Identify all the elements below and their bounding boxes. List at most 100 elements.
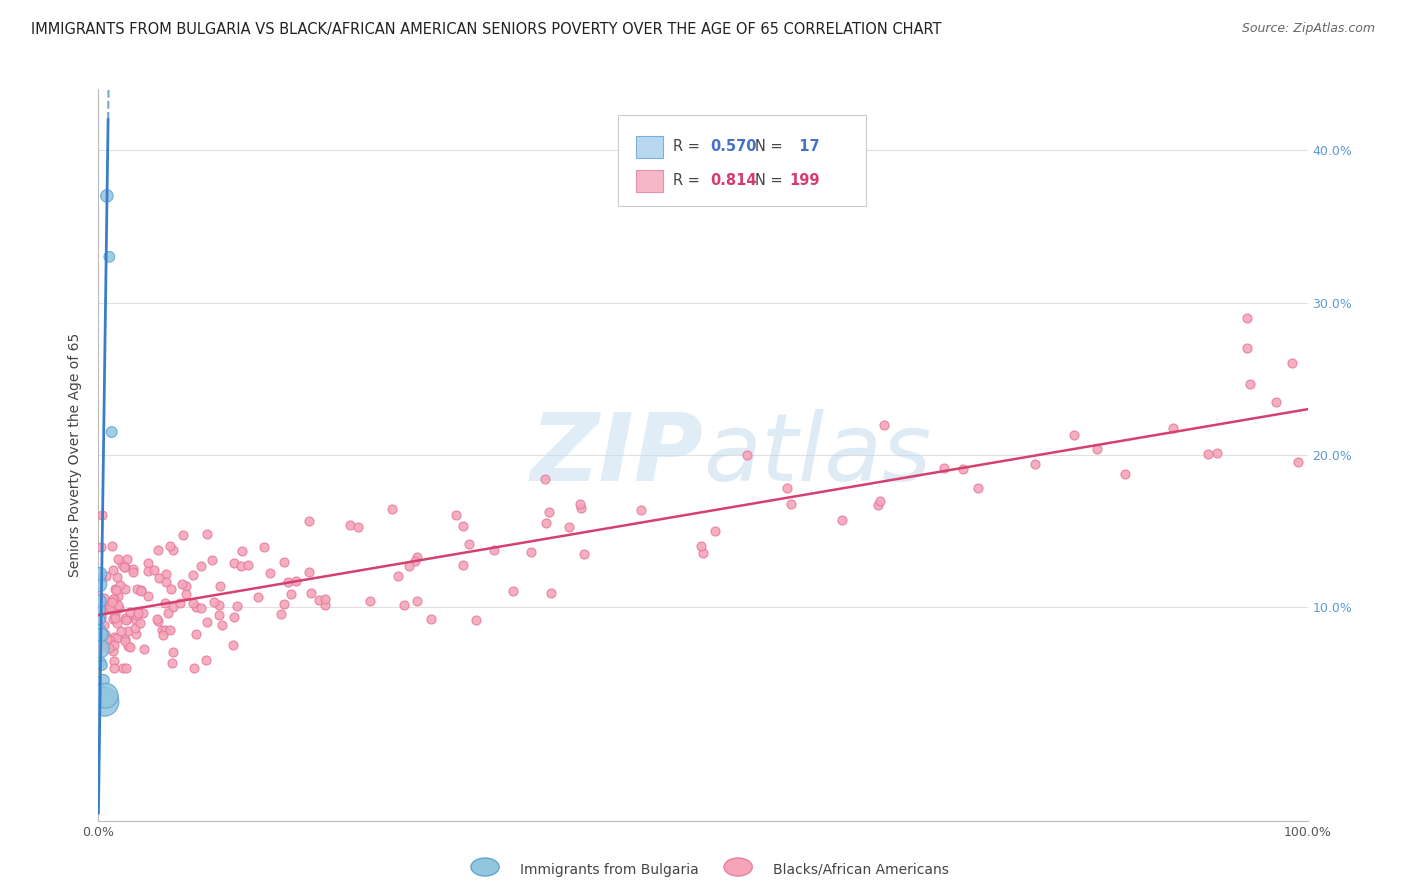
Point bbox=[298, 565, 321, 579]
Point bbox=[114, 582, 136, 596]
Point bbox=[127, 607, 149, 621]
Point bbox=[115, 613, 138, 627]
Point bbox=[110, 624, 132, 639]
Point bbox=[105, 570, 128, 584]
Point bbox=[91, 658, 114, 673]
Point bbox=[458, 537, 481, 551]
Point bbox=[101, 592, 124, 607]
Point bbox=[174, 579, 197, 593]
Point bbox=[110, 577, 132, 591]
Point bbox=[94, 636, 117, 650]
Point bbox=[273, 598, 295, 612]
Point bbox=[1114, 467, 1136, 482]
Point bbox=[155, 567, 177, 582]
Point bbox=[111, 557, 134, 571]
Point bbox=[1236, 310, 1258, 325]
Point bbox=[159, 624, 181, 638]
FancyBboxPatch shape bbox=[637, 136, 664, 158]
Point bbox=[273, 555, 295, 569]
Point bbox=[520, 544, 543, 558]
Text: Blacks/African Americans: Blacks/African Americans bbox=[773, 863, 949, 877]
Point bbox=[114, 632, 136, 646]
Point bbox=[107, 552, 129, 566]
Point bbox=[90, 606, 112, 620]
Point bbox=[226, 599, 249, 613]
Point bbox=[159, 582, 181, 597]
Point bbox=[186, 599, 208, 614]
Point bbox=[89, 603, 111, 617]
Y-axis label: Seniors Poverty Over the Age of 65: Seniors Poverty Over the Age of 65 bbox=[69, 333, 83, 577]
Point bbox=[104, 611, 127, 625]
Point bbox=[873, 417, 896, 432]
Point bbox=[162, 656, 184, 670]
Point bbox=[574, 548, 596, 562]
Point bbox=[298, 514, 321, 528]
Point bbox=[101, 604, 124, 618]
Point bbox=[247, 590, 270, 604]
Point bbox=[107, 598, 129, 612]
Point bbox=[101, 612, 124, 626]
Point bbox=[464, 613, 486, 627]
Point bbox=[101, 595, 124, 609]
Text: IMMIGRANTS FROM BULGARIA VS BLACK/AFRICAN AMERICAN SENIORS POVERTY OVER THE AGE : IMMIGRANTS FROM BULGARIA VS BLACK/AFRICA… bbox=[31, 22, 942, 37]
Point bbox=[118, 640, 141, 654]
Point bbox=[105, 582, 128, 597]
Point bbox=[89, 602, 111, 616]
Point bbox=[97, 596, 120, 610]
Point bbox=[90, 508, 112, 523]
Point bbox=[93, 695, 115, 709]
Text: ZIP: ZIP bbox=[530, 409, 703, 501]
Point bbox=[103, 661, 125, 675]
Point bbox=[101, 563, 124, 577]
Point bbox=[406, 549, 429, 564]
Point bbox=[1236, 341, 1258, 355]
Point bbox=[115, 612, 138, 626]
Point bbox=[103, 591, 125, 606]
Point bbox=[502, 584, 524, 599]
Point bbox=[190, 558, 212, 573]
Point bbox=[148, 614, 170, 628]
Point bbox=[339, 518, 361, 533]
Point bbox=[89, 594, 111, 608]
Point bbox=[90, 628, 112, 642]
Point bbox=[112, 560, 135, 574]
Point bbox=[103, 654, 125, 668]
Point bbox=[124, 621, 146, 635]
Text: 17: 17 bbox=[789, 139, 820, 154]
Point bbox=[131, 582, 153, 597]
Text: Source: ZipAtlas.com: Source: ZipAtlas.com bbox=[1241, 22, 1375, 36]
FancyBboxPatch shape bbox=[619, 115, 866, 206]
Point bbox=[100, 540, 122, 554]
Point bbox=[222, 638, 245, 652]
Point bbox=[211, 617, 233, 632]
Point bbox=[101, 644, 124, 658]
Point bbox=[90, 540, 112, 554]
Point bbox=[208, 608, 231, 623]
Point bbox=[96, 633, 118, 648]
Text: N =: N = bbox=[755, 139, 783, 154]
Point bbox=[869, 493, 891, 508]
Point bbox=[93, 603, 115, 617]
Point bbox=[222, 610, 245, 624]
Point bbox=[90, 599, 112, 614]
Point bbox=[103, 631, 125, 645]
Point bbox=[117, 624, 139, 639]
Point bbox=[231, 543, 253, 558]
Point bbox=[125, 613, 148, 627]
Text: 0.570: 0.570 bbox=[710, 139, 756, 154]
Point bbox=[145, 612, 167, 626]
Point bbox=[224, 556, 246, 570]
Point bbox=[138, 564, 160, 578]
Text: 0.814: 0.814 bbox=[710, 173, 756, 188]
Point bbox=[406, 594, 429, 608]
Point bbox=[117, 640, 139, 654]
Point bbox=[419, 612, 441, 626]
Point bbox=[831, 513, 853, 527]
Point bbox=[533, 472, 555, 486]
Point bbox=[308, 593, 330, 607]
Point bbox=[299, 586, 322, 600]
Point bbox=[150, 623, 173, 637]
Point bbox=[105, 632, 128, 646]
Point bbox=[184, 627, 207, 641]
Point bbox=[91, 599, 114, 614]
